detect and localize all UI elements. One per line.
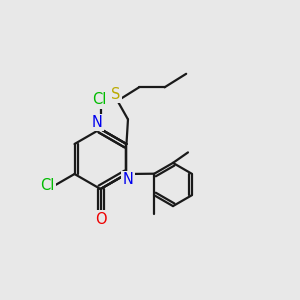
Text: N: N [122, 172, 134, 188]
Text: S: S [111, 87, 121, 102]
Text: Cl: Cl [40, 178, 55, 193]
Text: Cl: Cl [92, 92, 106, 107]
Text: O: O [95, 212, 106, 226]
Text: N: N [92, 115, 103, 130]
